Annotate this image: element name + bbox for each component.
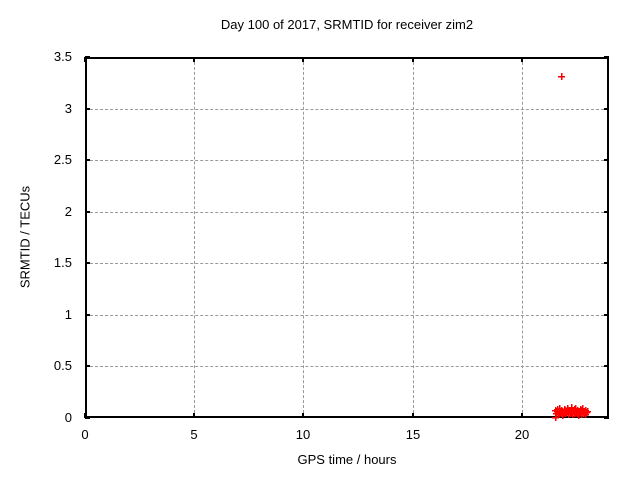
y-tick-mark [85,262,90,264]
data-point [579,404,587,412]
y-tick-mark [85,56,90,58]
y-tick-label: 2.5 [53,152,72,167]
plot-area [84,56,609,421]
y-tick-label: 2 [64,204,72,219]
x-tick-mark [193,57,195,62]
x-tick-mark [84,57,86,62]
x-tick-label: 15 [405,427,421,442]
y-tick-mark [604,365,609,367]
y-tick-mark [604,211,609,213]
data-point [564,410,572,418]
data-point [576,405,584,413]
y-tick-mark [85,365,90,367]
data-point [580,409,587,417]
data-point [583,408,590,416]
data-point [577,410,585,418]
x-gridline [194,57,195,418]
y-gridline [85,366,609,367]
data-point [558,72,566,80]
y-axis-label: SRMTID / TECUs [17,185,33,289]
y-tick-mark [85,417,90,419]
data-point [552,409,560,417]
y-tick-label: 3.5 [53,49,72,64]
data-point [583,407,591,415]
chart-title: Day 100 of 2017, SRMTID for receiver zim… [220,17,474,32]
y-tick-mark [604,56,609,58]
x-tick-mark [302,413,304,418]
data-point [570,405,578,413]
data-point [558,406,566,414]
data-point [562,406,570,414]
y-gridline [85,315,609,316]
data-point [559,411,567,419]
x-tick-mark [412,57,414,62]
data-point [560,405,568,413]
x-gridline [522,57,523,418]
x-tick-label: 5 [190,427,198,442]
y-gridline [85,212,609,213]
y-tick-mark [85,159,90,161]
y-gridline [85,263,609,264]
y-tick-label: 0.5 [53,358,72,373]
y-tick-mark [604,314,609,316]
y-tick-mark [85,108,90,110]
data-point [568,408,576,416]
x-tick-label: 20 [514,427,530,442]
y-tick-mark [85,211,90,213]
data-point [573,409,581,417]
data-point [554,405,562,413]
y-tick-label: 1 [64,307,72,322]
y-tick-label: 1.5 [53,255,72,270]
data-point [556,404,564,412]
x-tick-mark [84,413,86,418]
y-tick-mark [604,417,609,419]
x-axis-label: GPS time / hours [297,452,397,467]
y-tick-label: 3 [64,101,72,116]
data-point [568,406,576,414]
data-point [555,410,563,418]
x-gridline [303,57,304,418]
data-point [574,406,582,414]
y-tick-mark [85,314,90,316]
data-point [563,404,571,412]
data-point [569,410,577,418]
x-tick-mark [412,413,414,418]
x-tick-mark [302,57,304,62]
data-point [582,410,590,418]
data-point [581,406,589,414]
data-point [567,403,575,411]
y-gridline [85,109,609,110]
y-tick-label: 0 [64,410,72,425]
y-tick-mark [604,108,609,110]
data-point [557,409,565,417]
x-tick-label: 0 [81,427,89,442]
y-tick-mark [604,159,609,161]
y-tick-mark [604,262,609,264]
data-point [575,411,583,419]
data-point [551,413,559,421]
data-point [552,406,560,414]
plot-inner [84,56,609,421]
data-point [561,409,569,417]
x-tick-mark [521,57,523,62]
y-gridline [85,160,609,161]
x-tick-mark [193,413,195,418]
data-point [566,409,574,417]
x-tick-mark [521,413,523,418]
x-gridline [413,57,414,418]
data-point [577,408,585,416]
x-tick-label: 10 [295,427,311,442]
